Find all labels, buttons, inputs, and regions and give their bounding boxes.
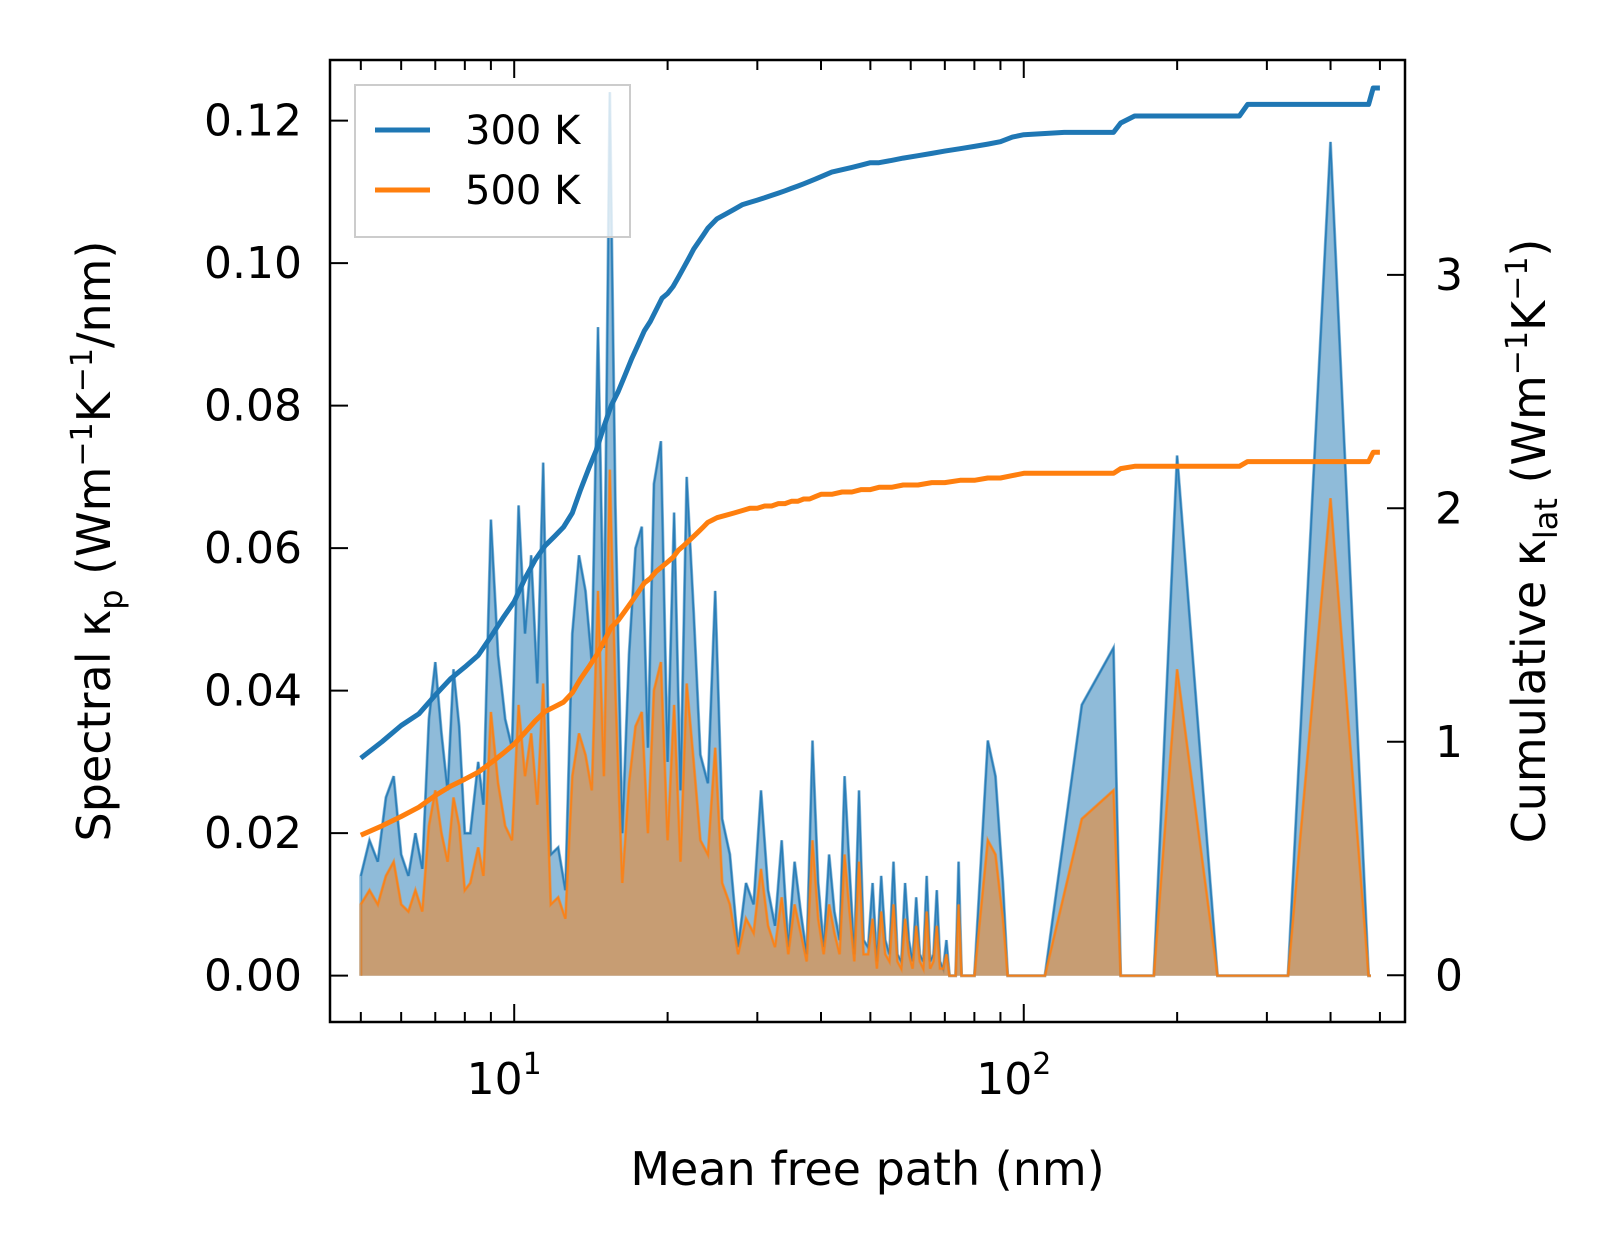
- plot-area: [359, 85, 1380, 978]
- legend-label: 500 K: [465, 168, 582, 214]
- y-left-tick-label: 0.00: [204, 951, 302, 1002]
- plot-frame: [328, 58, 1407, 1024]
- y-left-tick-label: 0.06: [204, 523, 302, 574]
- y-left-axis-title: Spectral κp (Wm−1K−1/nm): [65, 241, 130, 842]
- y-right-axis-title: Cumulative κlat (Wm−1K−1): [1500, 239, 1565, 844]
- tick-layer: [330, 60, 1405, 1022]
- legend-box: [354, 84, 631, 238]
- legend-label: 300 K: [465, 108, 582, 154]
- spectral-line-500-k: [360, 469, 1371, 977]
- y-right-tick-label: 0: [1435, 950, 1463, 1001]
- legend: 300 K 500 K: [354, 84, 631, 238]
- y-left-tick-label: 0.12: [204, 96, 302, 147]
- y-left-tick-label: 0.04: [204, 666, 302, 717]
- cumulative-line-500-k: [359, 449, 1380, 838]
- y-right-tick-label: 1: [1435, 717, 1463, 768]
- y-left-tick-label: 0.02: [204, 808, 302, 859]
- plot-layer: [359, 85, 1380, 978]
- cumulative-line-300-k: [359, 85, 1380, 761]
- y-left-tick-label: 0.10: [204, 238, 302, 289]
- y-right-tick-label: 2: [1435, 483, 1463, 534]
- label-layer: 101 102 0.00 0.02 0.04 0.06 0.08 0.10 0.12 0 1 2 3 Me…: [65, 96, 1565, 1196]
- y-right-tick-label: 3: [1435, 250, 1463, 301]
- x-tick-label: 102: [976, 1047, 1051, 1105]
- x-tick-label: 101: [467, 1047, 542, 1105]
- y-left-tick-label: 0.08: [204, 381, 302, 432]
- x-axis-title: Mean free path (nm): [630, 1142, 1104, 1196]
